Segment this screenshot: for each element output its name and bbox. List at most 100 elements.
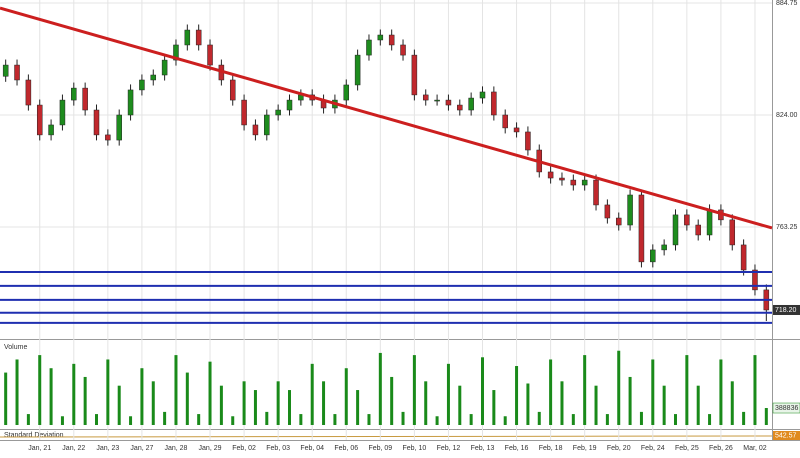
volume-bar <box>185 372 189 425</box>
volume-bar <box>515 366 519 425</box>
volume-bar <box>367 414 371 425</box>
volume-bar <box>764 408 768 425</box>
volume-bar <box>310 363 314 425</box>
x-tick-label: Feb, 04 <box>300 445 324 452</box>
x-tick-label: Feb, 09 <box>368 445 392 452</box>
candle-body <box>638 194 645 263</box>
volume-bar <box>322 381 326 425</box>
candle-body <box>729 219 736 246</box>
candle-body <box>25 79 32 106</box>
price-badge-label: 718.20 <box>775 307 797 314</box>
std-dev-badge <box>773 431 800 440</box>
volume-bar <box>49 368 53 425</box>
volume-bar <box>129 416 133 425</box>
x-tick-label: Feb, 03 <box>266 445 290 452</box>
candle-body <box>36 104 43 136</box>
volume-bar <box>435 416 439 425</box>
candle-body <box>547 171 554 179</box>
volume-bar <box>639 411 643 425</box>
volume-bar <box>151 381 155 425</box>
candle-body <box>229 79 236 101</box>
candle-body <box>411 54 418 96</box>
candle-body <box>161 59 168 76</box>
candle-body <box>275 109 281 116</box>
volume-bar <box>571 414 575 425</box>
x-tick-label: Mar, 02 <box>743 445 766 452</box>
volume-label: Volume <box>4 344 27 351</box>
x-tick-label: Feb, 18 <box>539 445 563 452</box>
volume-bar <box>60 416 64 425</box>
x-tick-label: Feb, 02 <box>232 445 256 452</box>
volume-bar <box>662 385 666 425</box>
candle-body <box>525 131 531 151</box>
volume-bar <box>526 383 530 425</box>
volume-badge-label: 388836 <box>775 405 798 412</box>
std-dev-line <box>0 435 773 438</box>
volume-bar <box>651 359 655 425</box>
x-tick-label: Feb, 13 <box>471 445 495 452</box>
candle-body <box>434 99 440 102</box>
candle-body <box>740 244 747 271</box>
trendline <box>0 6 773 230</box>
candle-body <box>184 29 191 46</box>
volume-bar <box>481 357 484 425</box>
x-tick-label: Jan, 23 <box>96 445 119 452</box>
volume-bar <box>537 411 541 425</box>
x-tick-label: Feb, 19 <box>573 445 597 452</box>
candle-body <box>264 114 270 136</box>
candle-body <box>672 214 679 246</box>
volume-bar <box>674 414 677 425</box>
candle-body <box>139 79 145 91</box>
volume-bar <box>696 385 700 425</box>
volume-bar <box>685 355 689 425</box>
x-tick-label: Feb, 25 <box>675 445 699 452</box>
volume-bar <box>140 368 144 425</box>
candle-body <box>479 91 486 99</box>
candle-body <box>593 179 599 206</box>
x-tick-label: Feb, 20 <box>607 445 631 452</box>
volume-bar <box>242 381 246 425</box>
volume-bar <box>208 361 212 425</box>
volume-bar <box>469 414 473 425</box>
candle-body <box>354 54 361 86</box>
candle-body <box>445 99 452 106</box>
x-tick-label: Feb, 10 <box>403 445 427 452</box>
volume-badge <box>772 402 800 414</box>
x-tick-label: Feb, 16 <box>505 445 529 452</box>
std-dev-label: Standard Deviation <box>4 432 64 439</box>
volume-bar <box>424 381 428 425</box>
volume-bar <box>401 411 405 425</box>
candle-body <box>2 64 9 77</box>
volume-bar <box>26 414 30 425</box>
volume-bar <box>390 376 394 425</box>
candle-body <box>207 44 213 66</box>
volume-bar <box>106 359 110 425</box>
x-tick-label: Feb, 24 <box>641 445 665 452</box>
volume-bar <box>594 385 598 425</box>
price-badge <box>773 304 800 315</box>
volume-bar <box>605 414 609 425</box>
candle-body <box>252 124 259 136</box>
x-tick-label: Jan, 28 <box>164 445 187 452</box>
candle-body <box>59 99 66 126</box>
volume-bar <box>38 355 42 425</box>
std-dev-value: 542.57 <box>775 432 797 439</box>
volume-bar <box>730 381 734 425</box>
volume-bar <box>503 416 507 425</box>
candle-body <box>457 104 463 111</box>
volume-bar <box>344 368 348 425</box>
volume-bar <box>231 416 235 425</box>
volume-bar <box>583 355 587 425</box>
candle-body <box>695 224 701 236</box>
candle-body <box>116 114 122 141</box>
candle-body <box>752 269 758 291</box>
candle-body <box>150 74 157 81</box>
volume-bar <box>753 355 757 425</box>
volume-bar <box>197 414 201 425</box>
candle-body <box>581 179 588 186</box>
candle-body <box>93 109 100 136</box>
candle-body <box>604 204 611 219</box>
volume-bar <box>617 350 621 425</box>
